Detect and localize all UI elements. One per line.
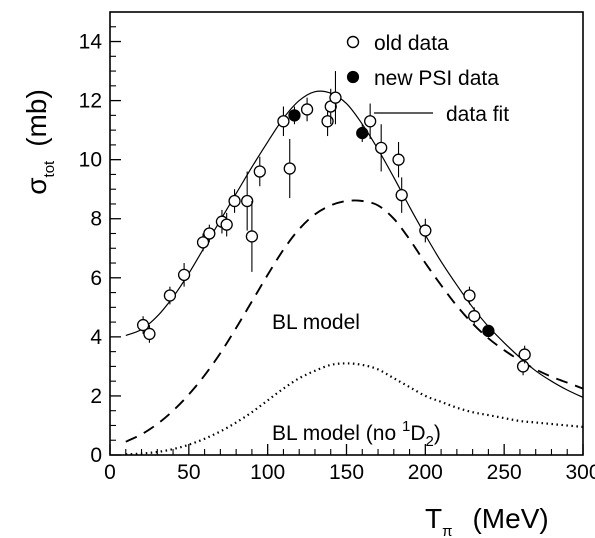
x-axis-title-unit: (MeV): [472, 503, 548, 534]
y-tick-label: 14: [79, 31, 103, 54]
annotation-bl-no-sub: 2: [425, 433, 433, 450]
old-data-point: [143, 327, 156, 341]
data-fit-curve: [125, 90, 584, 398]
annotation-bl-model: BL model: [272, 311, 360, 334]
old-data-point: [253, 165, 266, 178]
y-tick-label: 12: [79, 90, 102, 113]
y-tick-label: 4: [90, 326, 102, 349]
old-data-point: [283, 162, 296, 175]
x-tick-label: 200: [408, 461, 443, 484]
legend-label-old-data: old data: [374, 32, 449, 55]
y-tick-label: 8: [90, 208, 102, 231]
y-axis-title-unit: (mb): [21, 89, 52, 147]
new-psi-data-point: [356, 126, 369, 140]
x-tick-label: 250: [487, 461, 522, 484]
old-data-point: [245, 230, 259, 243]
legend: old data new PSI data data fit: [346, 32, 509, 126]
x-tick-label: 100: [250, 461, 285, 484]
x-tick-label: 300: [565, 461, 595, 484]
old-data-point: [321, 115, 334, 128]
y-tick-label: 10: [79, 149, 102, 172]
old-data-point: [196, 236, 210, 249]
plot-marks: [125, 71, 584, 456]
x-axis-title: Tπ (MeV): [425, 503, 549, 538]
x-axis-title-sub: π: [442, 523, 452, 538]
annotation-bl-model-no-1d2: BL model (no 1D2): [272, 418, 441, 450]
old-data-point: [136, 318, 150, 332]
x-tick-label: 0: [104, 461, 116, 484]
x-axis-title-main: T: [425, 503, 442, 534]
annotation-bl-no-prefix: BL model (no: [272, 422, 402, 445]
y-axis-title: σtot (mb): [21, 89, 58, 195]
legend-marker-old-data: [346, 35, 360, 49]
y-tick-label: 0: [90, 444, 102, 467]
new-psi-data-point: [482, 324, 495, 338]
bl-model-curve: [125, 199, 584, 443]
annotation-bl-no-close: ): [434, 422, 441, 445]
new-psi-data-point: [288, 109, 301, 122]
y-tick-label: 6: [90, 267, 102, 290]
old-data-point: [518, 348, 531, 361]
x-tick-label: 150: [329, 461, 364, 484]
old-data-point: [463, 289, 476, 302]
old-data-point: [277, 115, 290, 128]
old-data-point: [203, 227, 216, 240]
annotation-bl-no-sup: 1: [402, 418, 410, 435]
old-data-point: [419, 224, 432, 237]
old-data-point: [228, 194, 241, 208]
old-data-point: [300, 103, 314, 116]
x-tick-label: 50: [177, 461, 200, 484]
old-data-point: [177, 268, 191, 281]
legend-marker-new-psi-data: [346, 70, 360, 84]
old-data-point: [375, 141, 388, 155]
y-tick-label: 2: [90, 385, 102, 408]
old-data-point: [516, 360, 530, 373]
old-data-point: [163, 289, 177, 302]
old-data-point: [468, 310, 481, 323]
y-axis-title-sub: tot: [41, 160, 58, 178]
old-data-point: [220, 218, 233, 231]
old-data-point: [241, 194, 254, 208]
plot-frame: [109, 11, 584, 456]
legend-label-data-fit: data fit: [446, 103, 509, 126]
legend-label-new-psi-data: new PSI data: [374, 67, 499, 90]
old-data-point: [395, 188, 408, 202]
old-data-point: [363, 115, 377, 128]
y-axis-title-main: σ: [21, 177, 52, 194]
annotation-bl-no-d: D: [410, 422, 425, 445]
old-data-point: [392, 153, 405, 166]
old-data-point: [329, 91, 342, 104]
